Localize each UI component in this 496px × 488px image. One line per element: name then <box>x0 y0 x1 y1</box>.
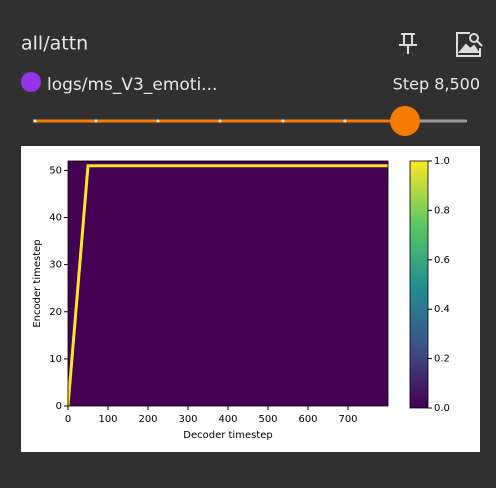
colorbar-tick-label: 0.6 <box>434 255 450 266</box>
colorbar-tick-label: 0.2 <box>434 354 450 365</box>
x-tick-label: 600 <box>298 414 317 425</box>
colorbar-tick-label: 0.8 <box>434 205 450 216</box>
run-name: logs/ms_V3_emoti... <box>47 75 217 95</box>
y-tick-label: 0 <box>56 401 62 412</box>
x-tick-label: 400 <box>218 414 237 425</box>
y-tick-label: 10 <box>49 354 62 365</box>
x-tick-label: 0 <box>65 414 71 425</box>
colorbar-tick-label: 1.0 <box>434 156 450 167</box>
x-tick-label: 200 <box>138 414 157 425</box>
y-tick-label: 30 <box>49 260 62 271</box>
y-tick-label: 20 <box>49 307 62 318</box>
x-tick-label: 500 <box>258 414 277 425</box>
pin-button[interactable] <box>399 33 417 54</box>
colorbar-tick-label: 0.4 <box>434 304 450 315</box>
step-label: Step 8,500 <box>393 75 480 94</box>
heatmap-background <box>68 161 388 406</box>
card-title: all/attn <box>21 33 88 55</box>
y-tick-label: 50 <box>49 165 62 176</box>
run-color <box>21 72 41 92</box>
step-slider[interactable] <box>33 106 467 136</box>
attention-alignment <box>66 164 388 407</box>
x-tick-label: 700 <box>338 414 357 425</box>
colorbar <box>409 160 429 409</box>
y-axis-label: Encoder timestep <box>32 239 43 327</box>
image-search-button[interactable] <box>456 32 483 57</box>
x-tick-label: 300 <box>178 414 197 425</box>
y-tick-label: 40 <box>49 213 62 224</box>
colorbar-tick-label: 0.0 <box>434 403 450 414</box>
x-tick-label: 100 <box>98 414 117 425</box>
attention-plot: 0 100 200 300 400 500 600 700 0 10 20 30 40 50 Decoder… <box>32 156 450 441</box>
x-axis-label: Decoder timestep <box>183 430 272 441</box>
